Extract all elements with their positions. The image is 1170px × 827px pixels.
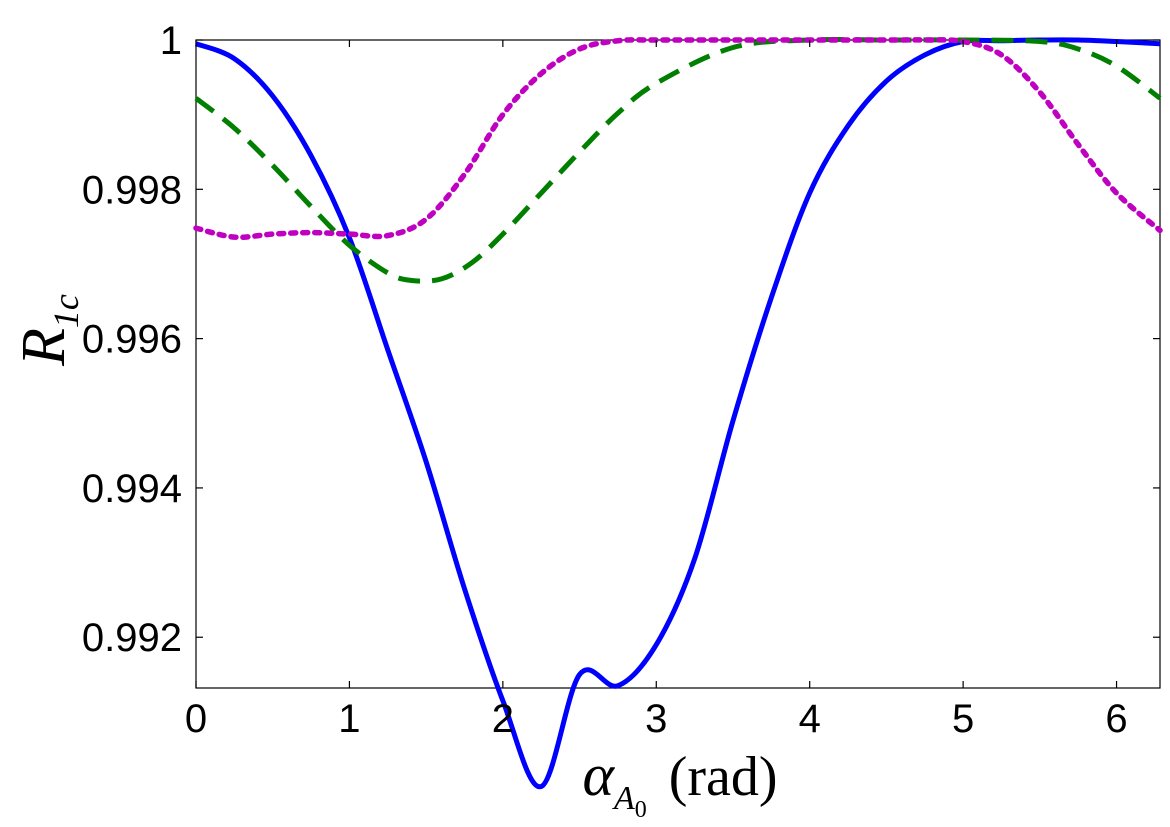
- y-axis-symbol: R: [10, 328, 78, 367]
- x-tick-label: 2: [492, 697, 514, 741]
- y-ticks: 0.992 0.994 0.996 0.998 1: [82, 19, 1160, 660]
- x-axis-subscript: A: [612, 780, 635, 817]
- x-axis-title: αA0 (rad): [582, 742, 777, 823]
- x-axis-symbol: α: [582, 742, 615, 808]
- y-axis-subscript: 1c: [46, 294, 86, 328]
- plot-frame: [195, 39, 1161, 689]
- y-tick-label: 0.996: [82, 318, 182, 362]
- x-tick-label: 5: [952, 697, 974, 741]
- x-tick-label: 6: [1105, 697, 1127, 741]
- y-tick-label: 0.998: [82, 168, 182, 212]
- series-line-dashed: [194, 36, 1162, 284]
- x-axis-subsubscript: 0: [635, 797, 647, 823]
- x-axis-unit: (rad): [669, 746, 778, 808]
- series-layer: [193, 36, 1163, 790]
- x-tick-label: 1: [338, 697, 360, 741]
- x-tick-label: 4: [799, 697, 821, 741]
- x-tick-label: 3: [645, 697, 667, 741]
- x-ticks: 0 1 2 3 4 5 6: [185, 40, 1128, 741]
- y-tick-label: 0.992: [82, 616, 182, 660]
- y-tick-label: 0.994: [82, 467, 182, 511]
- y-tick-label: 1: [160, 19, 182, 63]
- series-line-dotted: [193, 37, 1163, 241]
- series-line-solid: [195, 37, 1161, 790]
- x-tick-label: 0: [185, 697, 207, 741]
- y-axis-title: R1c: [10, 294, 86, 367]
